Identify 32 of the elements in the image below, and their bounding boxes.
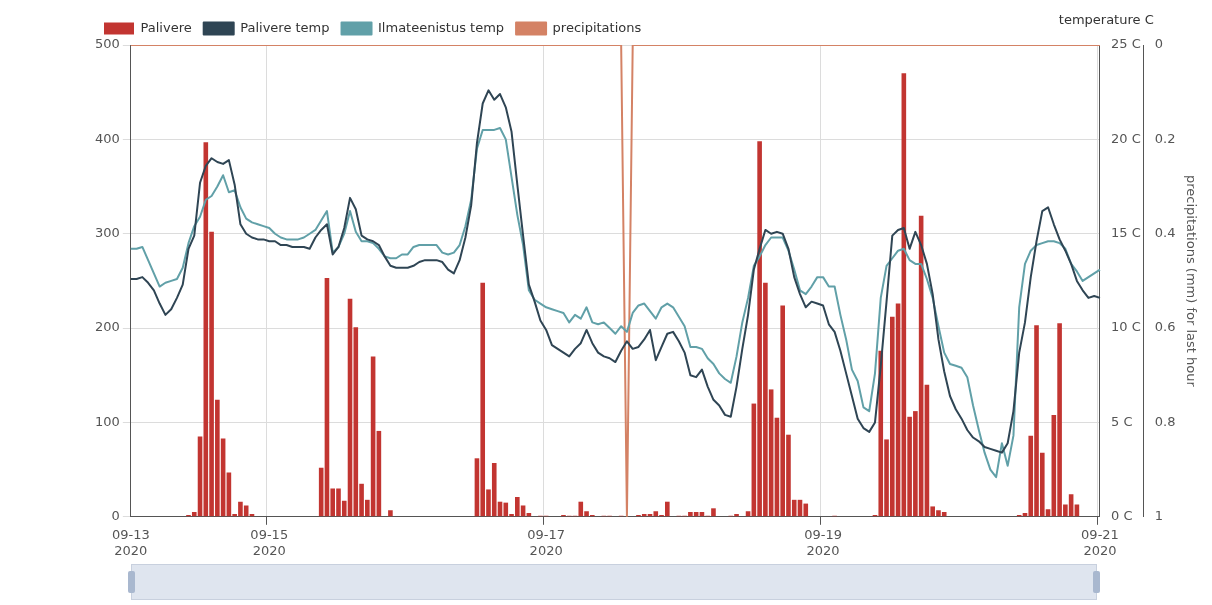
y3-tick-label: 0.2 [1154, 130, 1176, 146]
y2-tick-label: 10 C [1110, 319, 1141, 335]
x-tick-label: 09-19 2020 [804, 526, 842, 558]
y-tick-label: 0 [111, 508, 120, 524]
x-tick-label: 09-21 2020 [1081, 526, 1119, 558]
bar [711, 508, 716, 517]
y-tick-label: 400 [94, 130, 120, 146]
x-tick-label: 09-17 2020 [527, 526, 566, 558]
y2-tick-label: 0 C [1110, 508, 1133, 524]
x-tick-label: 09-13 2020 [111, 526, 150, 558]
y3-tick-label: 0.8 [1154, 413, 1176, 429]
y2-tick-label: 15 C [1110, 225, 1141, 241]
y3-tick-label: 1 [1154, 508, 1164, 524]
y2-tick-label: 20 C [1110, 130, 1141, 146]
legend-label: Palivere [140, 19, 192, 35]
y3-tick-label: 0.4 [1154, 225, 1176, 241]
y2-axis-title: temperature C [1058, 11, 1154, 27]
legend-label: Palivere temp [240, 19, 330, 35]
y-tick-label: 500 [94, 36, 120, 52]
x-tick-label: 09-15 2020 [250, 526, 289, 558]
y2-tick-label: 25 C [1110, 36, 1141, 52]
y2-tick-label: 5 C [1110, 413, 1133, 429]
bar [734, 513, 739, 517]
y3-tick-label: 0 [1154, 36, 1164, 52]
bar [388, 510, 393, 517]
y-tick-label: 300 [94, 225, 120, 241]
legend-label: Ilmateenistus temp [378, 19, 505, 35]
y-tick-label: 200 [94, 319, 120, 335]
legend-label: precipitations [552, 19, 642, 35]
y3-tick-label: 0.6 [1154, 319, 1176, 335]
y3-axis-title: precipitations (mm) for last hour [1183, 175, 1199, 388]
y-tick-label: 100 [94, 413, 120, 429]
